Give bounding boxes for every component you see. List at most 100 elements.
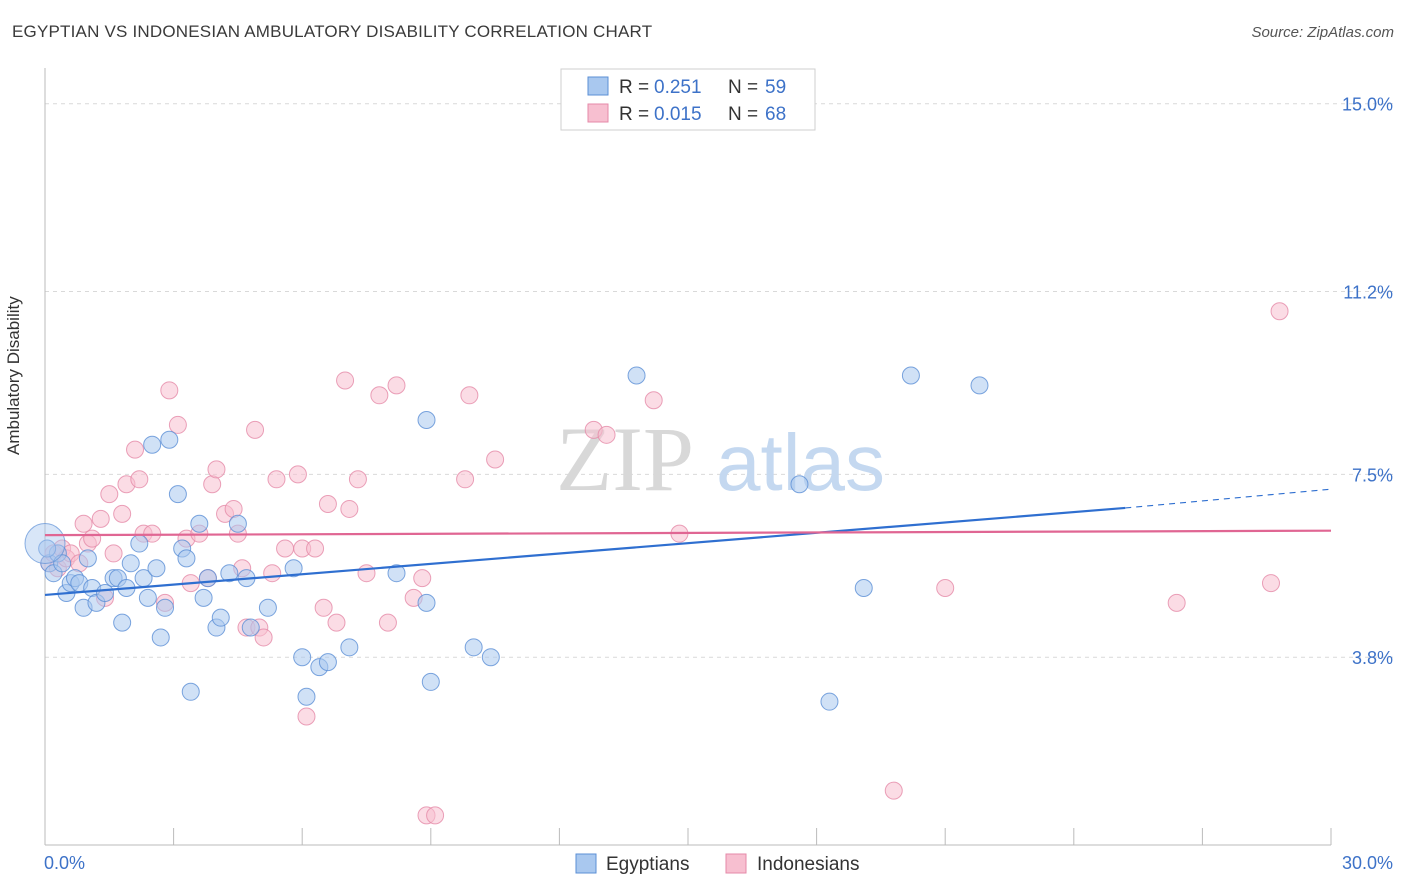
- egyptians-r-value: 0.251: [654, 77, 702, 98]
- egyptians-point-31: [194, 588, 213, 607]
- tick-labels: 3.8% 7.5% 11.2% 15.0% 0.0% 30.0%: [44, 95, 1393, 873]
- egyptians-point-23: [151, 628, 170, 647]
- egyptians-point-15: [113, 613, 132, 632]
- indonesians-point-68: [1261, 574, 1280, 593]
- indonesians-point-30: [224, 499, 243, 518]
- egyptians-point-46: [387, 564, 406, 583]
- egyptians-trend-extension: [1125, 488, 1332, 509]
- egyptians-point-56: [901, 366, 920, 385]
- indonesians-point-61: [644, 391, 663, 410]
- indonesians-point-60: [486, 450, 505, 469]
- indonesians-point-10: [91, 509, 110, 528]
- indonesians-point-12: [100, 485, 119, 504]
- egyptians-point-26: [168, 485, 187, 504]
- stats-legend: R = 0.251 N = 59 R = 0.015 N = 68: [560, 68, 816, 131]
- egyptians-point-29: [181, 682, 200, 701]
- indonesians-n-value: 68: [765, 104, 786, 125]
- egyptians-point-30: [190, 514, 209, 533]
- legend-indonesians-label: Indonesians: [757, 854, 859, 875]
- indonesians-point-59: [460, 386, 479, 405]
- egyptians-trend-line: [44, 506, 1126, 597]
- x-tick-label-0: 0.0%: [44, 853, 85, 873]
- indonesians-point-64: [597, 425, 616, 444]
- indonesians-r-value: 0.015: [654, 104, 702, 125]
- series-legend: Egyptians Indonesians: [575, 853, 859, 875]
- egyptians-points: [24, 366, 989, 711]
- indonesians-point-66: [936, 579, 955, 598]
- indonesians-point-69: [1270, 302, 1289, 321]
- chart-title: EGYPTIAN VS INDONESIAN AMBULATORY DISABI…: [12, 22, 653, 41]
- egyptians-point-52: [627, 366, 646, 385]
- indonesians-point-14: [113, 504, 132, 523]
- egyptians-point-55: [854, 579, 873, 598]
- indonesians-point-28: [207, 460, 226, 479]
- indonesians-point-22: [168, 415, 187, 434]
- legend-egyptians-label: Egyptians: [606, 854, 689, 875]
- indonesians-swatch: [587, 103, 609, 123]
- indonesians-point-13: [104, 544, 123, 563]
- y-tick-label-3: 15.0%: [1342, 95, 1393, 115]
- indonesians-point-58: [456, 470, 475, 489]
- egyptians-point-9: [78, 549, 97, 568]
- indonesians-point-38: [267, 470, 286, 489]
- indonesians-point-7: [74, 514, 93, 533]
- legend-indonesians-swatch: [725, 853, 747, 874]
- egyptians-cluster-bubble: [24, 523, 66, 565]
- egyptians-point-12: [96, 583, 115, 602]
- indonesians-point-53: [387, 376, 406, 395]
- y-tick-label-0: 3.8%: [1352, 648, 1393, 668]
- egyptians-point-18: [130, 534, 149, 553]
- indonesians-point-43: [306, 539, 325, 558]
- egyptians-point-22: [147, 559, 166, 578]
- egyptians-point-58: [38, 539, 57, 558]
- egyptians-point-48: [417, 593, 436, 612]
- indonesians-point-16: [126, 440, 145, 459]
- indonesians-point-57: [426, 806, 445, 825]
- source-note: Source: ZipAtlas.com: [1251, 24, 1394, 41]
- indonesians-point-37: [263, 564, 282, 583]
- indonesians-point-42: [297, 707, 316, 726]
- egyptians-point-45: [340, 638, 359, 657]
- indonesians-point-55: [413, 569, 432, 588]
- x-tick-label-1: 30.0%: [1342, 853, 1393, 873]
- legend-egyptians-swatch: [575, 853, 597, 874]
- indonesians-r-label: R =: [619, 104, 649, 125]
- egyptians-point-57: [970, 376, 989, 395]
- y-tick-label-2: 11.2%: [1343, 283, 1393, 303]
- watermark-zip: ZIP: [556, 408, 694, 510]
- indonesians-point-48: [340, 499, 359, 518]
- egyptians-point-21: [143, 435, 162, 454]
- egyptians-point-44: [318, 653, 337, 672]
- trend-lines: [44, 488, 1332, 597]
- egyptians-point-51: [481, 648, 500, 667]
- egyptians-point-34: [211, 608, 230, 627]
- egyptians-point-41: [293, 648, 312, 667]
- indonesians-n-label: N =: [728, 104, 758, 125]
- egyptians-point-53: [790, 475, 809, 494]
- egyptians-point-50: [464, 638, 483, 657]
- egyptians-point-40: [284, 559, 303, 578]
- indonesians-point-36: [254, 628, 273, 647]
- indonesians-point-21: [160, 381, 179, 400]
- indonesians-point-50: [357, 564, 376, 583]
- egyptians-point-17: [121, 554, 140, 573]
- indonesians-points: [40, 302, 1289, 825]
- indonesians-point-46: [327, 613, 346, 632]
- indonesians-point-65: [884, 781, 903, 800]
- egyptians-point-38: [241, 618, 260, 637]
- egyptians-n-value: 59: [765, 77, 786, 98]
- indonesians-point-34: [246, 420, 265, 439]
- watermark: ZIP atlas: [556, 408, 885, 510]
- egyptians-point-28: [177, 549, 196, 568]
- egyptians-point-39: [258, 598, 277, 617]
- egyptians-point-32: [198, 569, 217, 588]
- axes: [44, 68, 1332, 846]
- egyptians-point-24: [156, 598, 175, 617]
- indonesians-point-40: [288, 465, 307, 484]
- indonesians-point-44: [314, 598, 333, 617]
- y-tick-label-1: 7.5%: [1352, 465, 1393, 485]
- indonesians-point-47: [336, 371, 355, 390]
- indonesians-point-49: [348, 470, 367, 489]
- indonesians-point-17: [130, 470, 149, 489]
